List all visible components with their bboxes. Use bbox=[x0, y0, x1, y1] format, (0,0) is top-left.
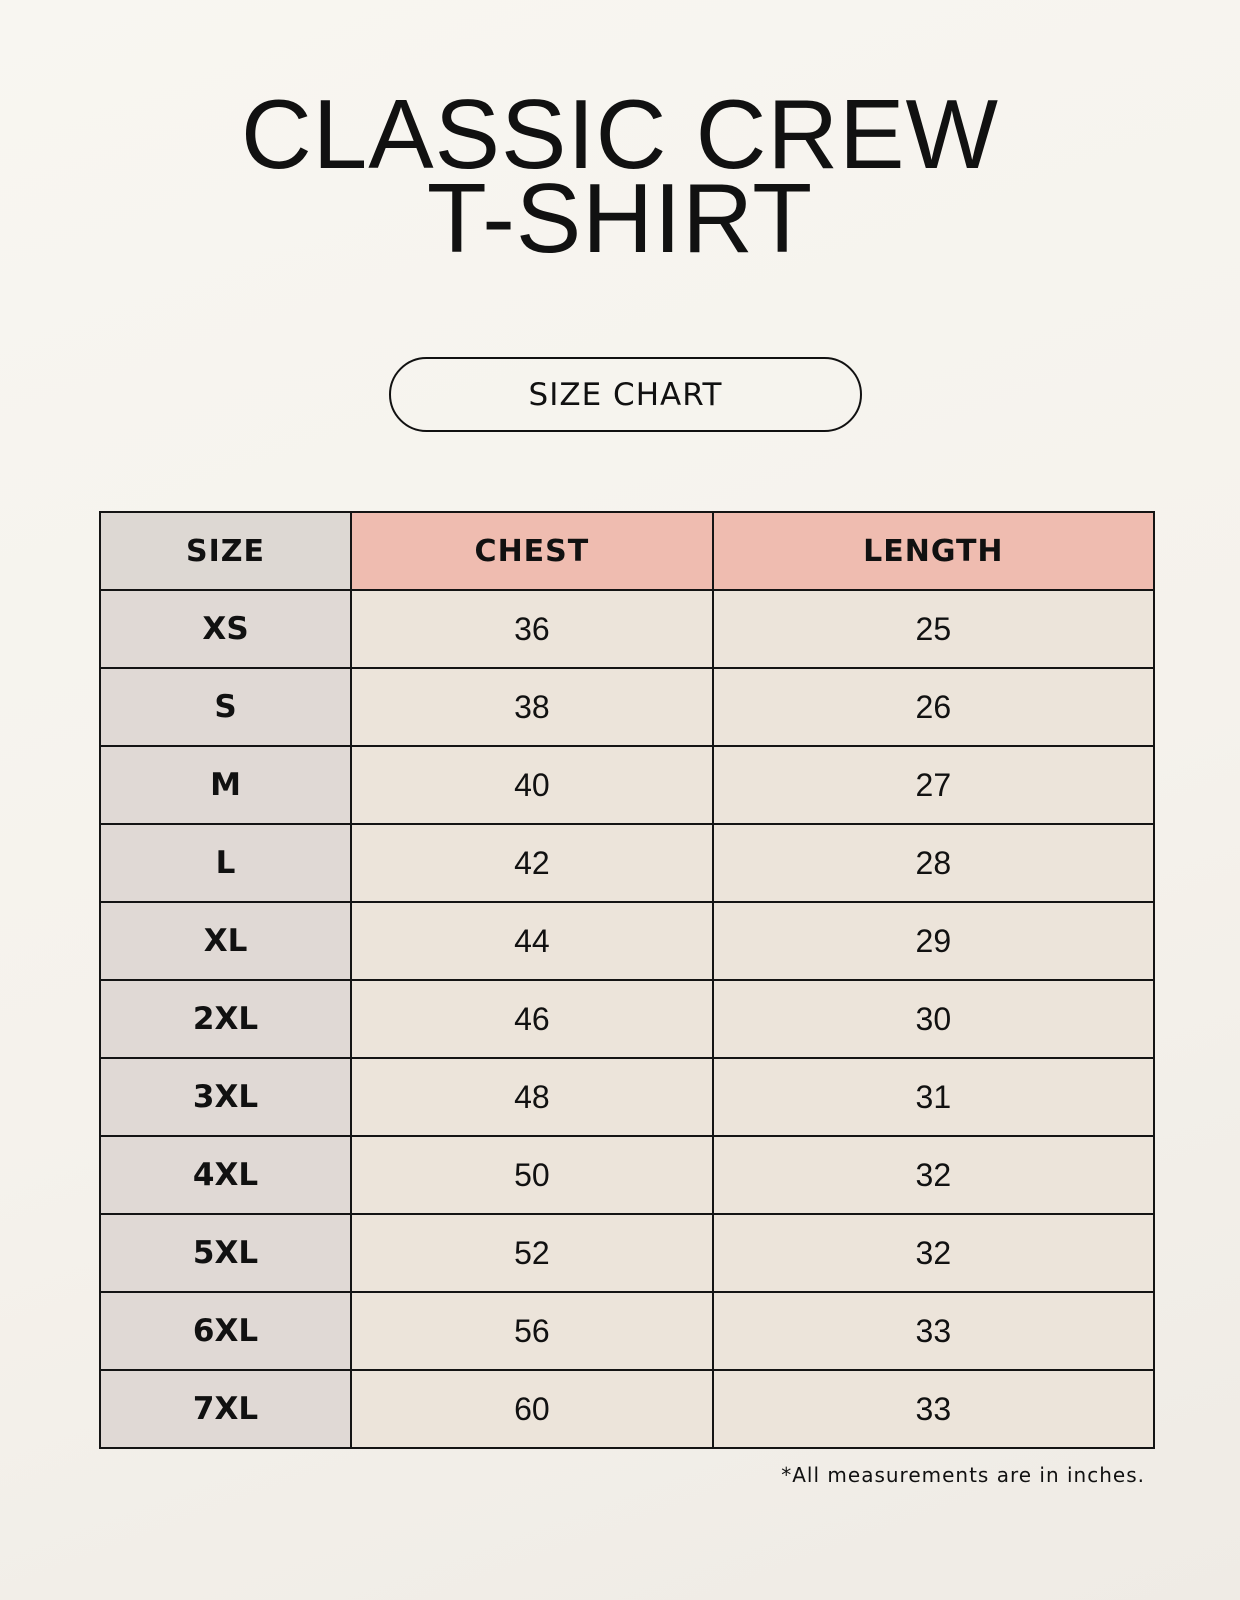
chest-cell: 44 bbox=[350, 901, 714, 981]
table-row: L 42 28 bbox=[98, 823, 1156, 903]
length-cell: 26 bbox=[711, 667, 1156, 747]
size-cell: S bbox=[98, 667, 353, 747]
size-cell: 6XL bbox=[98, 1291, 353, 1371]
header-size: SIZE bbox=[98, 511, 353, 591]
chest-cell: 56 bbox=[350, 1291, 714, 1371]
length-cell: 32 bbox=[711, 1213, 1156, 1293]
page-title: CLASSIC CREW T-SHIRT bbox=[0, 85, 1240, 267]
title-line-2: T-SHIRT bbox=[426, 163, 814, 273]
table-row: 6XL 56 33 bbox=[98, 1291, 1156, 1371]
chest-cell: 42 bbox=[350, 823, 714, 903]
chest-cell: 38 bbox=[350, 667, 714, 747]
size-cell: 3XL bbox=[98, 1057, 353, 1137]
size-cell: M bbox=[98, 745, 353, 825]
table-row: 7XL 60 33 bbox=[98, 1369, 1156, 1449]
chest-cell: 60 bbox=[350, 1369, 714, 1449]
table-row: S 38 26 bbox=[98, 667, 1156, 747]
length-cell: 33 bbox=[711, 1369, 1156, 1449]
table-row: 2XL 46 30 bbox=[98, 979, 1156, 1059]
header-length: LENGTH bbox=[711, 511, 1156, 591]
size-table: SIZE CHEST LENGTH XS 36 25 S 38 26 M 40 27 L 42 28 X… bbox=[98, 511, 1156, 1449]
length-cell: 31 bbox=[711, 1057, 1156, 1137]
table-row: XL 44 29 bbox=[98, 901, 1156, 981]
chest-cell: 48 bbox=[350, 1057, 714, 1137]
table-row: 3XL 48 31 bbox=[98, 1057, 1156, 1137]
chest-cell: 50 bbox=[350, 1135, 714, 1215]
size-chart-badge: SIZE CHART bbox=[389, 357, 862, 432]
chest-cell: 46 bbox=[350, 979, 714, 1059]
footnote: *All measurements are in inches. bbox=[781, 1463, 1145, 1487]
size-cell: XS bbox=[98, 589, 353, 669]
size-cell: 2XL bbox=[98, 979, 353, 1059]
size-cell: 7XL bbox=[98, 1369, 353, 1449]
size-cell: 5XL bbox=[98, 1213, 353, 1293]
chest-cell: 36 bbox=[350, 589, 714, 669]
table-row: 5XL 52 32 bbox=[98, 1213, 1156, 1293]
table-header-row: SIZE CHEST LENGTH bbox=[98, 511, 1156, 591]
table-row: XS 36 25 bbox=[98, 589, 1156, 669]
length-cell: 29 bbox=[711, 901, 1156, 981]
table-row: M 40 27 bbox=[98, 745, 1156, 825]
chest-cell: 40 bbox=[350, 745, 714, 825]
chest-cell: 52 bbox=[350, 1213, 714, 1293]
title-line-1: CLASSIC CREW bbox=[240, 79, 999, 189]
size-cell: 4XL bbox=[98, 1135, 353, 1215]
length-cell: 32 bbox=[711, 1135, 1156, 1215]
length-cell: 27 bbox=[711, 745, 1156, 825]
length-cell: 28 bbox=[711, 823, 1156, 903]
size-cell: XL bbox=[98, 901, 353, 981]
length-cell: 25 bbox=[711, 589, 1156, 669]
header-chest: CHEST bbox=[350, 511, 714, 591]
table-row: 4XL 50 32 bbox=[98, 1135, 1156, 1215]
length-cell: 30 bbox=[711, 979, 1156, 1059]
length-cell: 33 bbox=[711, 1291, 1156, 1371]
size-cell: L bbox=[98, 823, 353, 903]
